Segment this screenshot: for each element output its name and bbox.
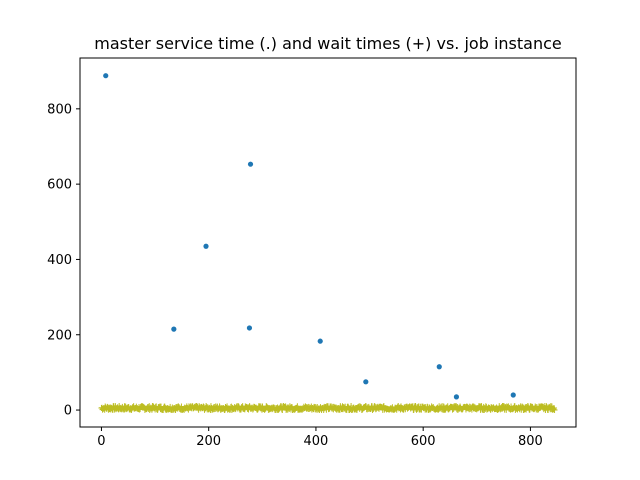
wait-times-series <box>98 402 558 414</box>
x-axis: 0 200 400 600 800 <box>97 427 543 449</box>
service-time-point <box>510 392 516 398</box>
x-tick-label: 600 <box>411 434 436 449</box>
wait-time-marker <box>551 407 558 414</box>
service-time-point <box>246 325 253 331</box>
y-tick-label: 400 <box>47 253 72 268</box>
service-time-point <box>171 326 177 332</box>
wait-time-marker <box>369 407 376 414</box>
x-tick-label: 400 <box>304 434 329 449</box>
service-time-series <box>103 73 516 400</box>
wait-time-marker <box>550 406 557 413</box>
service-time-point <box>363 379 369 385</box>
service-time-point <box>453 394 460 400</box>
chart-title: master service time (.) and wait times (… <box>94 34 561 53</box>
plot-frame <box>79 57 577 428</box>
y-tick-label: 0 <box>64 404 72 419</box>
x-tick-label: 0 <box>97 434 105 449</box>
x-tick-label: 200 <box>196 434 221 449</box>
service-time-point <box>247 161 254 167</box>
y-axis: 0 200 400 600 800 <box>47 102 80 419</box>
service-time-point <box>103 73 109 79</box>
service-time-point <box>203 243 209 249</box>
service-time-point <box>317 338 323 344</box>
y-tick-label: 800 <box>47 102 72 117</box>
x-tick-label: 800 <box>518 434 543 449</box>
y-tick-label: 200 <box>47 328 72 343</box>
service-time-point <box>436 364 442 370</box>
plot-area <box>98 73 558 414</box>
y-tick-label: 600 <box>47 178 72 193</box>
